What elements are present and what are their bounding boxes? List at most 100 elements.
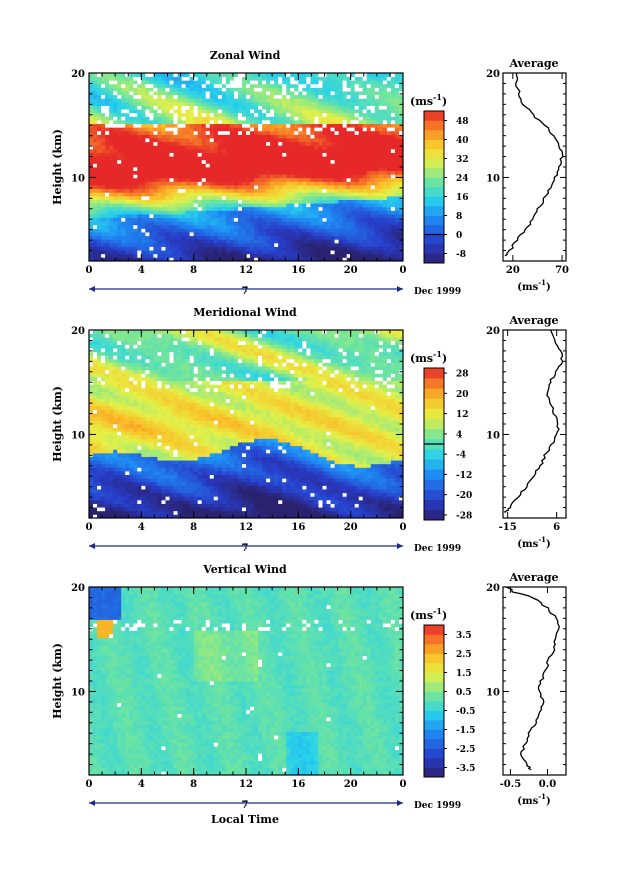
heatmap-cell xyxy=(169,105,174,110)
heatmap-cell xyxy=(274,246,279,251)
heatmap-cell xyxy=(394,112,400,117)
heatmap-cell xyxy=(246,177,251,182)
heatmap-cell xyxy=(290,127,295,132)
heatmap-cell xyxy=(137,116,142,121)
heatmap-cell xyxy=(145,101,150,106)
heatmap-cell xyxy=(390,145,396,150)
heatmap-cell xyxy=(117,141,122,146)
heatmap-cell xyxy=(117,413,122,418)
heatmap-cell xyxy=(181,156,187,161)
panel-title: Meridional Wind xyxy=(193,306,297,319)
heatmap-cell xyxy=(358,76,364,81)
heatmap-cell xyxy=(378,170,384,175)
heatmap-cell xyxy=(157,116,162,121)
heatmap-cell xyxy=(93,424,98,429)
heatmap-cell xyxy=(294,192,299,197)
heatmap-cell xyxy=(370,206,376,211)
heatmap-cell xyxy=(298,76,303,81)
heatmap-cell xyxy=(113,203,118,208)
heatmap-cell xyxy=(350,217,356,222)
heatmap-cell xyxy=(169,253,174,258)
heatmap-cell xyxy=(125,471,130,476)
heatmap-field xyxy=(89,330,404,519)
heatmap-cell xyxy=(221,185,227,190)
heatmap-cell xyxy=(278,177,283,182)
heatmap-cell xyxy=(157,177,162,182)
heatmap-cell xyxy=(201,203,207,208)
heatmap-cell xyxy=(246,87,251,92)
heatmap-cell xyxy=(342,105,348,110)
heatmap-cell xyxy=(322,130,327,135)
heatmap-cell xyxy=(306,250,311,255)
heatmap-cell xyxy=(322,253,327,258)
heatmap-cell xyxy=(145,120,150,125)
heatmap-cell xyxy=(121,499,126,504)
heatmap-cell xyxy=(205,163,211,168)
heatmap-cell xyxy=(149,145,154,150)
heatmap-cell xyxy=(229,167,235,172)
colorbar-unit: (ms-1) xyxy=(410,92,447,108)
heatmap-cell xyxy=(366,253,372,258)
heatmap-cell xyxy=(201,246,207,251)
heatmap-cell xyxy=(282,242,287,247)
heatmap-cell xyxy=(157,170,162,175)
heatmap-cell xyxy=(93,434,98,439)
heatmap-cell xyxy=(310,159,315,164)
heatmap-cell xyxy=(241,91,247,96)
heatmap-cell xyxy=(201,228,207,233)
heatmap-cell xyxy=(141,362,146,367)
heatmap-cell xyxy=(157,127,162,132)
heatmap-cell xyxy=(93,76,98,81)
heatmap-cell xyxy=(209,123,215,128)
heatmap-cell xyxy=(386,120,392,125)
heatmap-cell xyxy=(366,148,372,153)
heatmap-cell xyxy=(221,210,227,215)
heatmap-cell xyxy=(314,138,319,143)
heatmap-cell xyxy=(101,130,106,135)
heatmap-cell xyxy=(306,130,311,135)
heatmap-cell xyxy=(117,192,122,197)
heatmap-cell xyxy=(306,101,311,106)
heatmap-cell xyxy=(161,109,166,114)
heatmap-cell xyxy=(125,177,130,182)
heatmap-cell xyxy=(177,159,182,164)
heatmap-cell xyxy=(169,181,174,186)
heatmap-cell xyxy=(97,91,102,96)
heatmap-cell xyxy=(105,442,110,447)
heatmap-cell xyxy=(290,148,295,153)
heatmap-cell xyxy=(113,344,118,349)
heatmap-cell xyxy=(330,87,335,92)
heatmap-cell xyxy=(137,156,142,161)
heatmap-cell xyxy=(141,377,146,382)
heatmap-cell xyxy=(398,159,404,164)
heatmap-cell xyxy=(241,250,247,255)
heatmap-cell xyxy=(282,224,287,229)
heatmap-cell xyxy=(157,91,162,96)
heatmap-cell xyxy=(342,232,348,237)
heatmap-cell xyxy=(241,83,247,88)
heatmap-cell xyxy=(322,217,327,222)
heatmap-cell xyxy=(366,134,372,139)
heatmap-cell xyxy=(274,181,279,186)
heatmap-cell xyxy=(270,188,275,193)
heatmap-cell xyxy=(394,123,400,128)
heatmap-cell xyxy=(121,91,126,96)
heatmap-cell xyxy=(173,228,178,233)
heatmap-cell xyxy=(169,177,174,182)
heatmap-cell xyxy=(141,101,146,106)
heatmap-cell xyxy=(342,76,348,81)
heatmap-cell xyxy=(282,246,287,251)
heatmap-cell xyxy=(358,120,364,125)
heatmap-cell xyxy=(246,221,251,226)
heatmap-cell xyxy=(266,192,271,197)
heatmap-cell xyxy=(97,105,102,110)
heatmap-cell xyxy=(129,101,134,106)
heatmap-cell xyxy=(145,109,150,114)
heatmap-cell xyxy=(278,232,283,237)
heatmap-cell xyxy=(302,130,307,135)
heatmap-cell xyxy=(137,83,142,88)
heatmap-cell xyxy=(374,116,380,121)
heatmap-cell xyxy=(189,156,195,161)
heatmap-cell xyxy=(193,177,199,182)
